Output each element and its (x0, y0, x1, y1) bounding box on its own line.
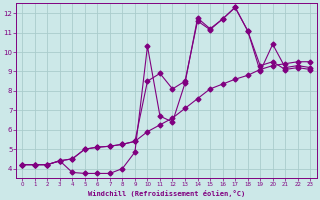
X-axis label: Windchill (Refroidissement éolien,°C): Windchill (Refroidissement éolien,°C) (88, 190, 245, 197)
